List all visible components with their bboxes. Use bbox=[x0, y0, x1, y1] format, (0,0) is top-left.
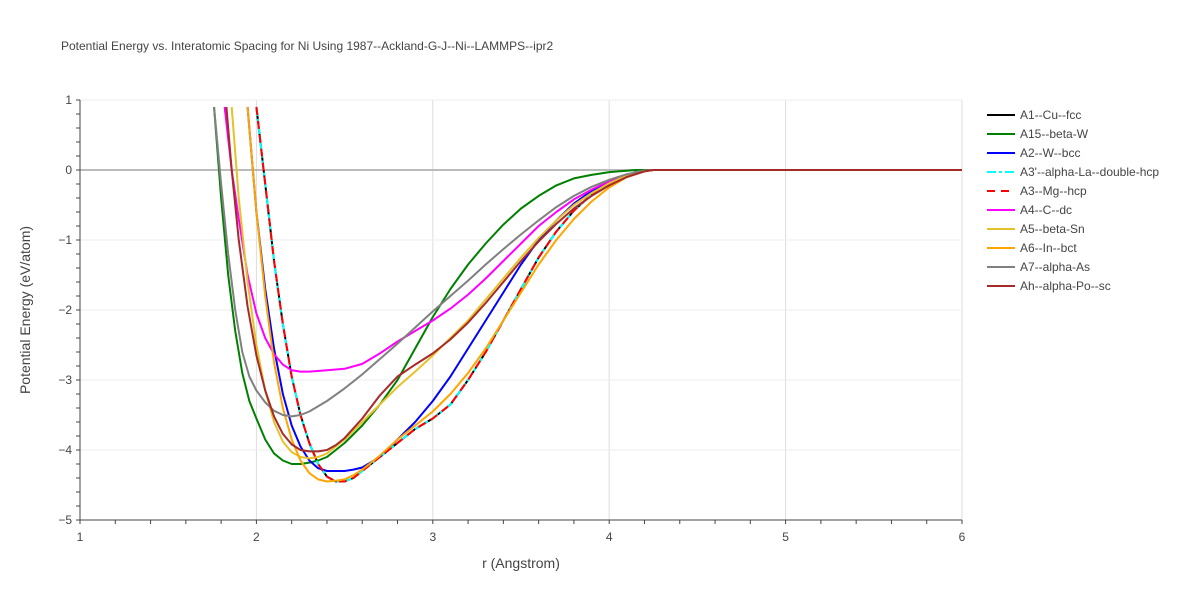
legend-item-label[interactable]: A5--beta-Sn bbox=[1020, 222, 1085, 236]
x-axis: 1 2 3 4 5 6 bbox=[77, 519, 966, 544]
legend-item-label[interactable]: A2--W--bcc bbox=[1020, 146, 1080, 160]
y-tick-label: 0 bbox=[65, 163, 72, 177]
y-tick-label: −5 bbox=[58, 513, 72, 527]
legend-item-label[interactable]: A1--Cu--fcc bbox=[1020, 108, 1081, 122]
legend-item-label[interactable]: Ah--alpha-Po--sc bbox=[1020, 279, 1111, 293]
legend-item-label[interactable]: A6--In--bct bbox=[1020, 241, 1077, 255]
legend-item-label[interactable]: A3'--alpha-La--double-hcp bbox=[1020, 165, 1159, 179]
x-tick-label: 1 bbox=[77, 530, 84, 544]
legend-item-label[interactable]: A3--Mg--hcp bbox=[1020, 184, 1087, 198]
x-tick-label: 4 bbox=[606, 530, 613, 544]
legend-item-label[interactable]: A7--alpha-As bbox=[1020, 260, 1090, 274]
y-tick-label: −4 bbox=[58, 443, 72, 457]
y-axis: 1 0 −1 −2 −3 −4 −5 bbox=[58, 93, 81, 527]
series-line[interactable] bbox=[213, 106, 962, 418]
series-lines bbox=[213, 106, 962, 483]
legend-item-label[interactable]: A15--beta-W bbox=[1020, 127, 1089, 141]
chart-title: Potential Energy vs. Interatomic Spacing… bbox=[61, 39, 553, 53]
x-axis-title: r (Angstrom) bbox=[482, 555, 560, 571]
y-tick-label: −1 bbox=[58, 233, 72, 247]
y-axis-title: Potential Energy (eV/atom) bbox=[17, 226, 33, 394]
legend-item-label[interactable]: A4--C--dc bbox=[1020, 203, 1072, 217]
x-tick-label: 3 bbox=[429, 530, 436, 544]
series-line[interactable] bbox=[213, 106, 962, 465]
x-tick-label: 6 bbox=[959, 530, 966, 544]
series-line[interactable] bbox=[230, 106, 962, 460]
y-tick-label: −3 bbox=[58, 373, 72, 387]
y-tick-label: −2 bbox=[58, 303, 72, 317]
y-tick-label: 1 bbox=[65, 93, 72, 107]
legend[interactable]: A1--Cu--fcc A15--beta-W A2--W--bcc A3'--alp… bbox=[987, 108, 1159, 293]
x-tick-label: 2 bbox=[253, 530, 260, 544]
x-tick-label: 5 bbox=[782, 530, 789, 544]
series-line[interactable] bbox=[225, 106, 962, 453]
series-line[interactable] bbox=[223, 106, 962, 373]
